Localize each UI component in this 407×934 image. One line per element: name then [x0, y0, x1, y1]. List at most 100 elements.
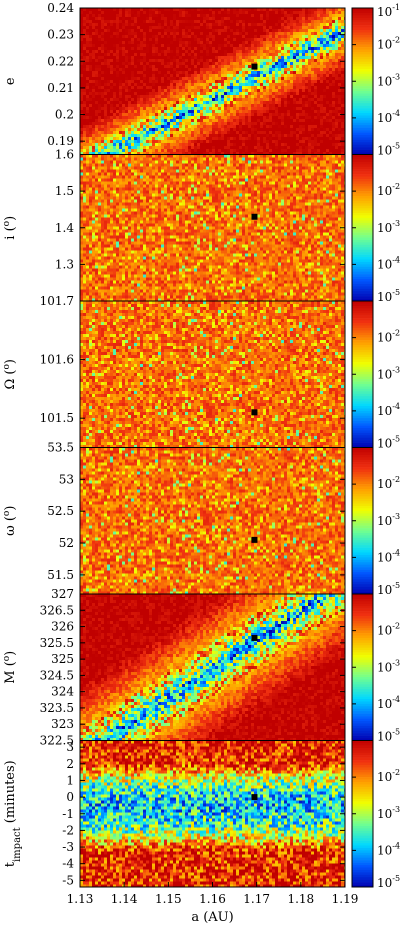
y-axis-label-i: i (o)	[2, 216, 18, 240]
y-tick-label: 0.19	[47, 134, 74, 148]
colorbar-label: 10-1	[377, 3, 400, 19]
colorbars: 10-110-210-310-410-510-210-310-410-510-2…	[352, 3, 400, 890]
colorbar-label: 10-2	[377, 475, 400, 491]
colorbar-i: 10-210-310-410-5	[352, 155, 400, 305]
colorbar-e: 10-1 10-2 10-3 10-4 10-5	[352, 3, 400, 158]
heatmap-omega	[80, 448, 345, 595]
y-tick-label: 101.6	[40, 353, 74, 367]
x-axis-label: a (AU)	[191, 910, 233, 925]
colorbar-label: 10-4	[377, 548, 400, 564]
y-tick-label: -2	[62, 823, 74, 837]
x-tick-label: 1.18	[287, 892, 314, 906]
x-tick-label: 1.13	[67, 892, 94, 906]
y-tick-label: 101.7	[40, 294, 74, 308]
y-tick-label: -3	[62, 840, 74, 854]
y-tick-label: 0.2	[55, 108, 74, 122]
x-tick-label: 1.15	[155, 892, 182, 906]
y-tick-label: 1.5	[55, 184, 74, 198]
heatmap-t	[80, 741, 345, 888]
y-tick-label: 52.5	[47, 504, 74, 518]
axis-labels: e i (o) Ω (o) ω (o) M (o) timpact (minutes)	[2, 77, 23, 867]
panel-i: 1.3 1.4 1.5 1.6	[55, 148, 345, 302]
colorbar-label: 10-2	[377, 329, 400, 345]
y-tick-label: 0.21	[47, 81, 74, 95]
x-tick-label: 1.19	[332, 892, 359, 906]
colorbar-M: 10-2 10-3 10-4 10-5	[352, 594, 400, 744]
y-axis-label-omega: ω (o)	[2, 506, 18, 536]
colorbar-label: 10-4	[377, 109, 400, 125]
y-tick-label: -1	[62, 807, 74, 821]
y-tick-label: 324.5	[40, 668, 74, 682]
y-tick-label: 51.5	[47, 568, 74, 582]
nominal-marker	[251, 537, 257, 543]
colorbar-label: 10-3	[377, 72, 400, 88]
colorbar-label: 10-5	[377, 435, 400, 451]
y-tick-label: 101.5	[40, 411, 74, 425]
y-tick-label: 0.23	[47, 28, 74, 42]
colorbar-label: 10-5	[377, 581, 400, 597]
x-tick-label: 1.16	[199, 892, 226, 906]
y-tick-label: 324	[51, 685, 74, 699]
colorbar-label: 10-4	[377, 695, 400, 711]
y-tick-label: 0.22	[47, 54, 74, 68]
heatmap-M	[80, 594, 345, 741]
colorbar-label: 10-3	[377, 805, 400, 821]
panel-Omega: 101.5 101.6 101.7	[40, 294, 345, 448]
y-axis-label-M: M (o)	[2, 651, 18, 684]
y-tick-label: -5	[62, 873, 74, 887]
x-axis: 1.13 1.14 1.15 1.16 1.17 1.18 1.19 a (AU)	[67, 882, 359, 925]
heatmap-e	[80, 8, 345, 155]
y-tick-label: 52	[59, 536, 74, 550]
nominal-marker	[251, 794, 257, 800]
nominal-marker	[251, 214, 257, 220]
y-tick-label: 325.5	[40, 636, 74, 650]
y-tick-label: 2	[66, 757, 74, 771]
y-tick-label: 326.5	[40, 603, 74, 617]
colorbar-label: 10-2	[377, 622, 400, 638]
colorbar-label: 10-5	[377, 288, 400, 304]
y-tick-label: 1.3	[55, 257, 74, 271]
plot-panels: 0.19 0.2 0.21 0.22 0.23 0.24 1.3 1.4 1.5 1.6 101.5…	[40, 1, 345, 887]
colorbar-label: 10-3	[377, 512, 400, 528]
nominal-marker	[251, 409, 257, 415]
colorbar-label: 10-4	[377, 841, 400, 857]
y-tick-label: 1.6	[55, 148, 74, 162]
colorbar-label: 10-2	[377, 768, 400, 784]
y-tick-label: 326	[51, 620, 74, 634]
colorbar-omega: 10-2 10-3 10-4 10-5	[352, 448, 400, 598]
colorbar-label: 10-4	[377, 402, 400, 418]
y-axis-label-t: timpact (minutes)	[3, 760, 23, 867]
heatmap-Omega	[80, 301, 345, 448]
panel-e: 0.19 0.2 0.21 0.22 0.23 0.24	[47, 1, 345, 155]
y-tick-label: 0.24	[47, 1, 74, 15]
y-axis-label-Omega: Ω (o)	[2, 359, 18, 389]
x-tick-label: 1.14	[111, 892, 138, 906]
y-tick-label: 325	[51, 652, 74, 666]
colorbar-Omega: 10-2 10-3 10-4 10-5	[352, 301, 400, 451]
nominal-marker	[251, 64, 257, 70]
colorbar-label: 10-2	[377, 182, 400, 198]
colorbar-label: 10-5	[377, 142, 400, 158]
y-tick-label: 323	[51, 717, 74, 731]
colorbar-label: 10-5	[377, 874, 400, 890]
y-tick-label: -4	[62, 857, 74, 871]
y-tick-label: 327	[51, 587, 74, 601]
y-axis-label-e: e	[3, 77, 18, 85]
colorbar-label: 10-5	[377, 728, 400, 744]
y-tick-label: 1.4	[55, 221, 74, 235]
heatmap-i	[80, 155, 345, 302]
colorbar-label: 10-3	[377, 658, 400, 674]
colorbar-label: 10-2	[377, 36, 400, 52]
colorbar-label: 10-3	[377, 365, 400, 381]
colorbar-t: 10-2 10-3 10-4 10-5	[352, 741, 400, 891]
y-tick-label: 0	[66, 790, 74, 804]
y-tick-label: 1	[66, 773, 74, 787]
nominal-marker	[251, 635, 257, 641]
y-tick-label: 53.5	[47, 441, 74, 455]
x-tick-label: 1.17	[243, 892, 270, 906]
colorbar-label: 10-3	[377, 219, 400, 235]
